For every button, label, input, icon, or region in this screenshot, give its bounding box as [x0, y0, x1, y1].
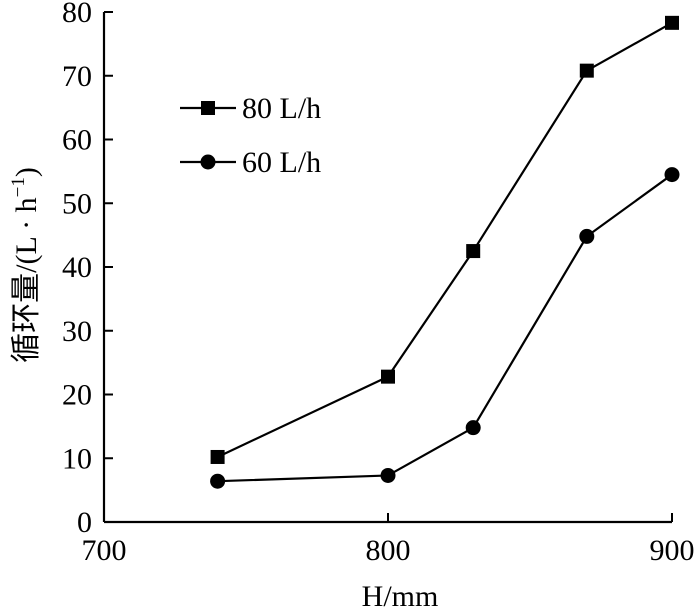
- data-point: [465, 420, 481, 436]
- x-tick-label: 800: [366, 534, 411, 567]
- y-tick-label: 0: [77, 506, 92, 539]
- data-point: [665, 15, 679, 30]
- y-axis-title-close: ): [10, 167, 43, 177]
- y-axis-title: 循环量/(L · h−1): [8, 167, 43, 363]
- legend-label: 80 L/h: [242, 92, 321, 125]
- legend: 80 L/h 60 L/h: [180, 92, 321, 179]
- y-tick-label: 70: [62, 60, 92, 93]
- data-point: [210, 473, 226, 489]
- legend-label: 60 L/h: [242, 146, 321, 179]
- y-tick-label: 10: [62, 442, 92, 475]
- x-axis-title: H/mm: [362, 580, 439, 612]
- axes: 0 10 20 30 40 50 60 70 80 700 800 900: [62, 0, 695, 567]
- legend-item-1: 80 L/h: [180, 92, 321, 125]
- x-tick-label: 900: [650, 534, 695, 567]
- y-tick-label: 60: [62, 124, 92, 157]
- data-point: [579, 228, 595, 244]
- data-point: [210, 449, 225, 464]
- y-tick-label: 20: [62, 379, 92, 412]
- y-tick-label: 40: [62, 251, 92, 284]
- data-point: [381, 369, 395, 384]
- data-point: [664, 167, 680, 183]
- data-point: [579, 63, 594, 78]
- series-line: [217, 21, 673, 458]
- series-1: [210, 15, 679, 464]
- series-2: [210, 167, 680, 489]
- legend-marker: [200, 154, 216, 170]
- series-layer: [210, 15, 680, 489]
- y-tick-label: 50: [62, 187, 92, 220]
- y-tick-label: 30: [62, 315, 92, 348]
- y-axis-title-sup: −1: [8, 177, 29, 197]
- x-tick-label: 700: [82, 534, 127, 567]
- y-axis-title-main: 循环量/(L · h: [10, 197, 43, 363]
- series-line: [217, 173, 673, 483]
- legend-marker: [201, 101, 215, 115]
- data-point: [466, 244, 481, 259]
- y-tick-label: 80: [62, 0, 92, 29]
- legend-item-2: 60 L/h: [180, 146, 321, 179]
- data-point: [380, 467, 396, 483]
